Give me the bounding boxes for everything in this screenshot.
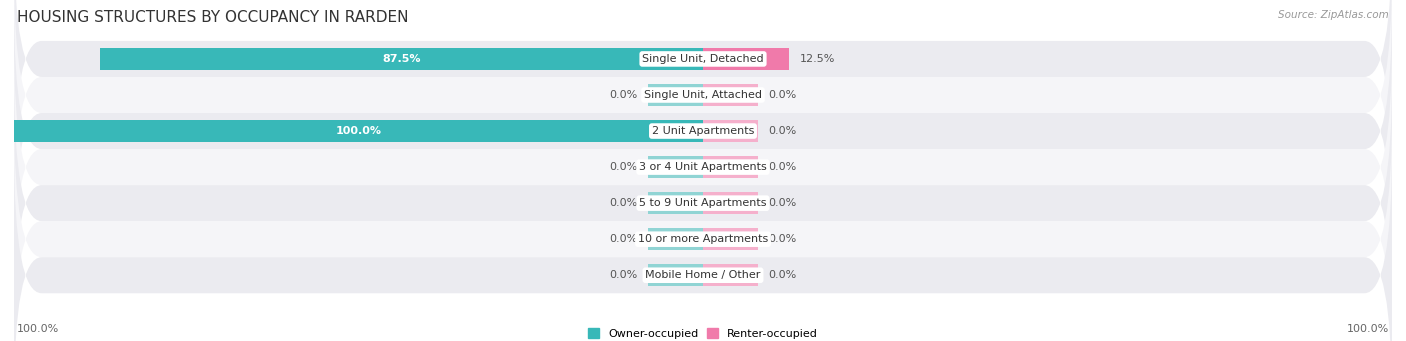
Text: 0.0%: 0.0% — [609, 234, 637, 244]
Text: 0.0%: 0.0% — [769, 234, 797, 244]
Text: 87.5%: 87.5% — [382, 54, 420, 64]
Text: 12.5%: 12.5% — [727, 54, 765, 64]
Bar — [703, 192, 758, 214]
Text: 0.0%: 0.0% — [769, 270, 797, 280]
FancyBboxPatch shape — [14, 113, 1392, 341]
Text: 0.0%: 0.0% — [769, 126, 797, 136]
Bar — [100, 48, 703, 70]
Bar — [703, 84, 758, 106]
FancyBboxPatch shape — [14, 5, 1392, 257]
FancyBboxPatch shape — [14, 77, 1392, 329]
Text: 0.0%: 0.0% — [769, 198, 797, 208]
FancyBboxPatch shape — [14, 0, 1392, 185]
Bar — [703, 264, 758, 286]
Text: 0.0%: 0.0% — [769, 162, 797, 172]
Text: 0.0%: 0.0% — [609, 270, 637, 280]
Bar — [703, 120, 758, 142]
Bar — [648, 264, 703, 286]
Text: Single Unit, Detached: Single Unit, Detached — [643, 54, 763, 64]
Text: 0.0%: 0.0% — [609, 162, 637, 172]
Bar — [703, 228, 758, 250]
Text: 12.5%: 12.5% — [800, 54, 835, 64]
Text: 0.0%: 0.0% — [769, 90, 797, 100]
Legend: Owner-occupied, Renter-occupied: Owner-occupied, Renter-occupied — [583, 324, 823, 341]
Text: 5 to 9 Unit Apartments: 5 to 9 Unit Apartments — [640, 198, 766, 208]
Text: 0.0%: 0.0% — [609, 90, 637, 100]
Bar — [648, 228, 703, 250]
Text: 100.0%: 100.0% — [17, 324, 59, 334]
Text: HOUSING STRUCTURES BY OCCUPANCY IN RARDEN: HOUSING STRUCTURES BY OCCUPANCY IN RARDE… — [17, 10, 408, 25]
Bar — [648, 156, 703, 178]
Text: 100.0%: 100.0% — [1347, 324, 1389, 334]
Bar — [648, 192, 703, 214]
Bar — [648, 84, 703, 106]
FancyBboxPatch shape — [14, 0, 1392, 221]
Bar — [703, 48, 789, 70]
Text: 0.0%: 0.0% — [609, 198, 637, 208]
FancyBboxPatch shape — [14, 41, 1392, 293]
Bar — [14, 120, 703, 142]
Text: 100.0%: 100.0% — [336, 126, 381, 136]
Text: Single Unit, Attached: Single Unit, Attached — [644, 90, 762, 100]
Text: 2 Unit Apartments: 2 Unit Apartments — [652, 126, 754, 136]
FancyBboxPatch shape — [14, 149, 1392, 341]
Text: Source: ZipAtlas.com: Source: ZipAtlas.com — [1278, 10, 1389, 20]
Text: 3 or 4 Unit Apartments: 3 or 4 Unit Apartments — [640, 162, 766, 172]
Text: Mobile Home / Other: Mobile Home / Other — [645, 270, 761, 280]
Text: 10 or more Apartments: 10 or more Apartments — [638, 234, 768, 244]
Bar — [703, 156, 758, 178]
